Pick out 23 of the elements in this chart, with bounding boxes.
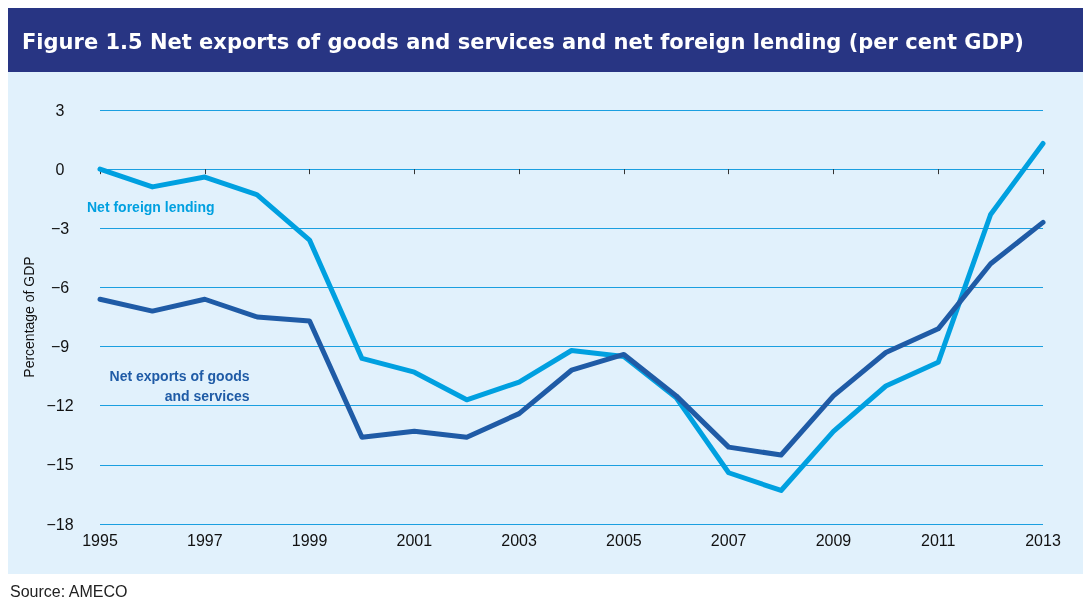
y-tick-label: −3 xyxy=(50,219,70,237)
y-tick-label: 0 xyxy=(55,160,65,178)
x-tick-label: 2011 xyxy=(921,531,956,549)
y-tick-label: −9 xyxy=(50,338,70,356)
y-tick-label: −6 xyxy=(50,278,70,296)
source-note: Source: AMECO xyxy=(10,583,128,601)
y-tick-label: −12 xyxy=(46,397,74,415)
text: Net exports of goods and services xyxy=(109,367,250,404)
x-tick-label: 2003 xyxy=(501,531,538,549)
y-tick-label: −15 xyxy=(46,456,74,474)
y-axis-title: Percentage of GDP xyxy=(20,256,37,378)
series-label: Net foreign lending xyxy=(87,199,215,216)
chart-title: Figure 1.5 Net exports of goods and services and net foreign lending (per cent GDP) xyxy=(8,8,1083,72)
x-tick-label: 1997 xyxy=(186,531,223,549)
x-tick-label: 1995 xyxy=(82,531,118,549)
x-tick-label: 1999 xyxy=(291,531,328,549)
x-tick-label: 2001 xyxy=(396,531,433,549)
y-tick-label: 3 xyxy=(55,101,65,119)
x-tick-label: 2009 xyxy=(815,531,852,549)
y-tick-label: −18 xyxy=(46,515,74,533)
x-tick-label: 2005 xyxy=(606,531,642,549)
x-tick-label: 2013 xyxy=(1025,531,1061,549)
x-tick-label: 2007 xyxy=(710,531,747,549)
